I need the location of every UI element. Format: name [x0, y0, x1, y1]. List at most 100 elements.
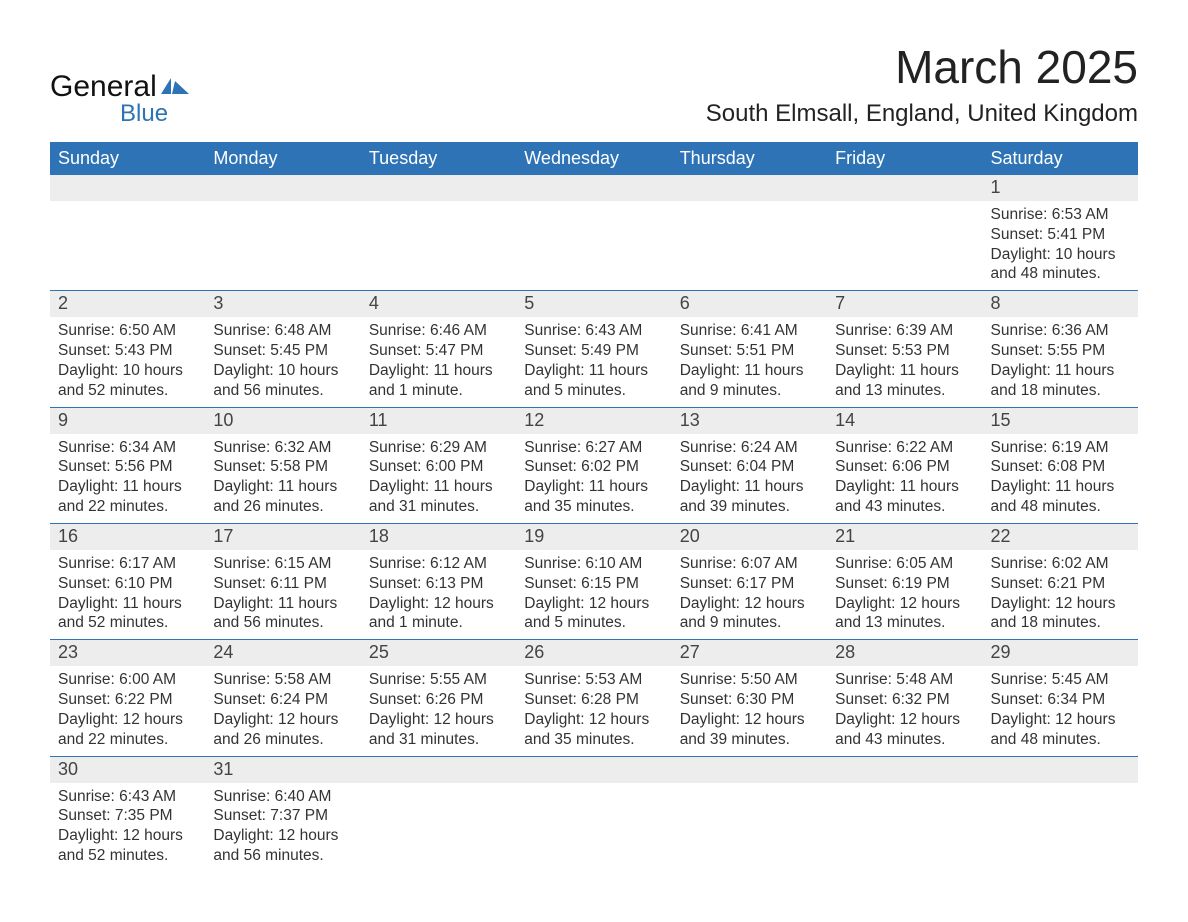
day-number-cell	[827, 175, 982, 201]
sunrise-text: Sunrise: 6:00 AM	[58, 670, 197, 690]
day-number-cell	[827, 756, 982, 783]
daylight-line2: and 35 minutes.	[524, 497, 663, 517]
sunrise-text: Sunrise: 6:32 AM	[213, 438, 352, 458]
sunrise-text: Sunrise: 5:53 AM	[524, 670, 663, 690]
day-detail-cell	[361, 783, 516, 872]
daylight-line2: and 9 minutes.	[680, 381, 819, 401]
day-number-cell: 17	[205, 523, 360, 550]
daylight-line2: and 1 minute.	[369, 381, 508, 401]
daylight-line1: Daylight: 11 hours	[369, 361, 508, 381]
weekday-header: Friday	[827, 142, 982, 175]
day-number-cell: 5	[516, 291, 671, 318]
day-number-cell: 1	[983, 175, 1138, 201]
sunrise-text: Sunrise: 6:24 AM	[680, 438, 819, 458]
daylight-line1: Daylight: 12 hours	[524, 710, 663, 730]
sunset-text: Sunset: 6:02 PM	[524, 457, 663, 477]
day-detail-cell: Sunrise: 6:15 AMSunset: 6:11 PMDaylight:…	[205, 550, 360, 640]
day-detail-cell	[50, 201, 205, 291]
daylight-line2: and 9 minutes.	[680, 613, 819, 633]
sunrise-text: Sunrise: 6:43 AM	[524, 321, 663, 341]
sunrise-text: Sunrise: 6:27 AM	[524, 438, 663, 458]
day-number-cell	[516, 756, 671, 783]
daylight-line2: and 52 minutes.	[58, 381, 197, 401]
day-detail-cell: Sunrise: 6:36 AMSunset: 5:55 PMDaylight:…	[983, 317, 1138, 407]
sunrise-text: Sunrise: 5:45 AM	[991, 670, 1130, 690]
day-detail-cell: Sunrise: 6:32 AMSunset: 5:58 PMDaylight:…	[205, 434, 360, 524]
day-number-cell	[50, 175, 205, 201]
daylight-line2: and 22 minutes.	[58, 497, 197, 517]
sunset-text: Sunset: 5:56 PM	[58, 457, 197, 477]
sunrise-text: Sunrise: 6:48 AM	[213, 321, 352, 341]
day-detail-cell: Sunrise: 6:22 AMSunset: 6:06 PMDaylight:…	[827, 434, 982, 524]
daylight-line2: and 48 minutes.	[991, 497, 1130, 517]
daylight-line2: and 43 minutes.	[835, 730, 974, 750]
daylight-line1: Daylight: 12 hours	[680, 594, 819, 614]
sunset-text: Sunset: 6:21 PM	[991, 574, 1130, 594]
daylight-line2: and 48 minutes.	[991, 730, 1130, 750]
day-number-cell: 21	[827, 523, 982, 550]
day-number-cell: 3	[205, 291, 360, 318]
weekday-header: Thursday	[672, 142, 827, 175]
sunset-text: Sunset: 7:37 PM	[213, 806, 352, 826]
sunset-text: Sunset: 5:58 PM	[213, 457, 352, 477]
day-detail-cell	[983, 783, 1138, 872]
sunset-text: Sunset: 5:55 PM	[991, 341, 1130, 361]
sunrise-text: Sunrise: 6:10 AM	[524, 554, 663, 574]
sunset-text: Sunset: 5:47 PM	[369, 341, 508, 361]
sunset-text: Sunset: 6:24 PM	[213, 690, 352, 710]
daylight-line1: Daylight: 11 hours	[524, 477, 663, 497]
day-number-cell: 30	[50, 756, 205, 783]
sunset-text: Sunset: 7:35 PM	[58, 806, 197, 826]
day-number-cell: 25	[361, 640, 516, 667]
day-detail-cell	[672, 201, 827, 291]
detail-row: Sunrise: 6:00 AMSunset: 6:22 PMDaylight:…	[50, 666, 1138, 756]
sunset-text: Sunset: 5:49 PM	[524, 341, 663, 361]
day-number-cell: 27	[672, 640, 827, 667]
daylight-line1: Daylight: 10 hours	[991, 245, 1130, 265]
day-detail-cell: Sunrise: 5:53 AMSunset: 6:28 PMDaylight:…	[516, 666, 671, 756]
daylight-line1: Daylight: 12 hours	[680, 710, 819, 730]
sunrise-text: Sunrise: 6:41 AM	[680, 321, 819, 341]
detail-row: Sunrise: 6:50 AMSunset: 5:43 PMDaylight:…	[50, 317, 1138, 407]
day-number-cell: 26	[516, 640, 671, 667]
daylight-line1: Daylight: 11 hours	[213, 594, 352, 614]
daylight-line1: Daylight: 12 hours	[58, 710, 197, 730]
daylight-line1: Daylight: 11 hours	[680, 477, 819, 497]
sunrise-text: Sunrise: 6:40 AM	[213, 787, 352, 807]
day-detail-cell: Sunrise: 5:50 AMSunset: 6:30 PMDaylight:…	[672, 666, 827, 756]
daylight-line1: Daylight: 12 hours	[58, 826, 197, 846]
daylight-line1: Daylight: 11 hours	[991, 361, 1130, 381]
daylight-line1: Daylight: 11 hours	[991, 477, 1130, 497]
day-number-cell: 6	[672, 291, 827, 318]
logo-flag-icon	[161, 78, 189, 103]
sunset-text: Sunset: 6:34 PM	[991, 690, 1130, 710]
day-number-cell: 24	[205, 640, 360, 667]
day-detail-cell: Sunrise: 6:02 AMSunset: 6:21 PMDaylight:…	[983, 550, 1138, 640]
sunset-text: Sunset: 5:53 PM	[835, 341, 974, 361]
day-number-cell: 31	[205, 756, 360, 783]
weekday-header-row: Sunday Monday Tuesday Wednesday Thursday…	[50, 142, 1138, 175]
day-number-cell: 29	[983, 640, 1138, 667]
daylight-line2: and 39 minutes.	[680, 730, 819, 750]
sunrise-text: Sunrise: 5:50 AM	[680, 670, 819, 690]
sunrise-text: Sunrise: 6:34 AM	[58, 438, 197, 458]
day-detail-cell: Sunrise: 6:46 AMSunset: 5:47 PMDaylight:…	[361, 317, 516, 407]
daylight-line2: and 52 minutes.	[58, 846, 197, 866]
daylight-line2: and 5 minutes.	[524, 613, 663, 633]
day-number-cell: 13	[672, 407, 827, 434]
daylight-line1: Daylight: 12 hours	[213, 710, 352, 730]
weekday-header: Wednesday	[516, 142, 671, 175]
sunrise-text: Sunrise: 6:43 AM	[58, 787, 197, 807]
daylight-line1: Daylight: 11 hours	[213, 477, 352, 497]
day-detail-cell: Sunrise: 6:27 AMSunset: 6:02 PMDaylight:…	[516, 434, 671, 524]
daylight-line2: and 39 minutes.	[680, 497, 819, 517]
day-number-cell	[361, 756, 516, 783]
day-detail-cell: Sunrise: 5:45 AMSunset: 6:34 PMDaylight:…	[983, 666, 1138, 756]
sunrise-text: Sunrise: 6:39 AM	[835, 321, 974, 341]
day-number-cell	[672, 756, 827, 783]
sunrise-text: Sunrise: 5:58 AM	[213, 670, 352, 690]
day-detail-cell: Sunrise: 6:07 AMSunset: 6:17 PMDaylight:…	[672, 550, 827, 640]
daylight-line2: and 13 minutes.	[835, 381, 974, 401]
daylight-line2: and 48 minutes.	[991, 264, 1130, 284]
day-detail-cell: Sunrise: 6:29 AMSunset: 6:00 PMDaylight:…	[361, 434, 516, 524]
